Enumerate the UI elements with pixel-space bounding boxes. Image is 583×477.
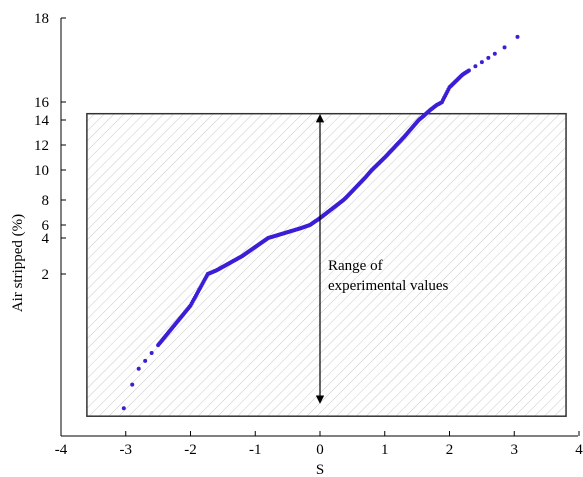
x-tick-label: 1: [381, 442, 389, 458]
data-point: [479, 60, 484, 65]
axes: [60, 17, 580, 437]
x-tick-label: 0: [316, 442, 324, 458]
y-tick-label: 16: [34, 95, 50, 111]
data-point: [149, 351, 154, 355]
data-point: [130, 382, 135, 387]
y-tick-label: 4: [42, 231, 50, 247]
x-tick-label: -1: [249, 442, 262, 458]
data-point: [136, 366, 141, 371]
range-annotation: Range of experimental values: [315, 114, 449, 404]
data-point: [143, 358, 148, 363]
x-axis-label: S: [316, 462, 324, 477]
y-tick-label: 8: [42, 193, 50, 209]
experimental-range-region: [86, 112, 567, 417]
x-tick-label: 3: [511, 442, 519, 458]
annotation-text-line: Range of: [328, 258, 383, 274]
data-point: [121, 406, 126, 411]
x-tick-label: -2: [184, 442, 197, 458]
data-point: [492, 51, 497, 56]
data-point: [515, 34, 520, 39]
x-tick-label: 4: [575, 442, 583, 458]
x-tick-label: -3: [120, 442, 133, 458]
data-point: [486, 55, 491, 60]
y-tick-label: 2: [42, 267, 50, 283]
data-series: [121, 34, 520, 411]
experimental-range-box: [86, 112, 567, 417]
annotation-text-line: experimental values: [328, 278, 449, 294]
y-tick-label: 14: [34, 113, 50, 129]
y-tick-label: 6: [42, 218, 50, 234]
data-point: [502, 45, 507, 50]
y-tick-label: 10: [34, 163, 49, 179]
data-point: [473, 64, 478, 69]
x-tick-label: -4: [55, 442, 68, 458]
y-tick-label: 18: [34, 11, 49, 27]
y-tick-label: 12: [34, 138, 49, 154]
x-tick-label: 2: [446, 442, 454, 458]
y-axis-label: Air stripped (%): [10, 214, 26, 312]
data-point: [466, 68, 471, 73]
